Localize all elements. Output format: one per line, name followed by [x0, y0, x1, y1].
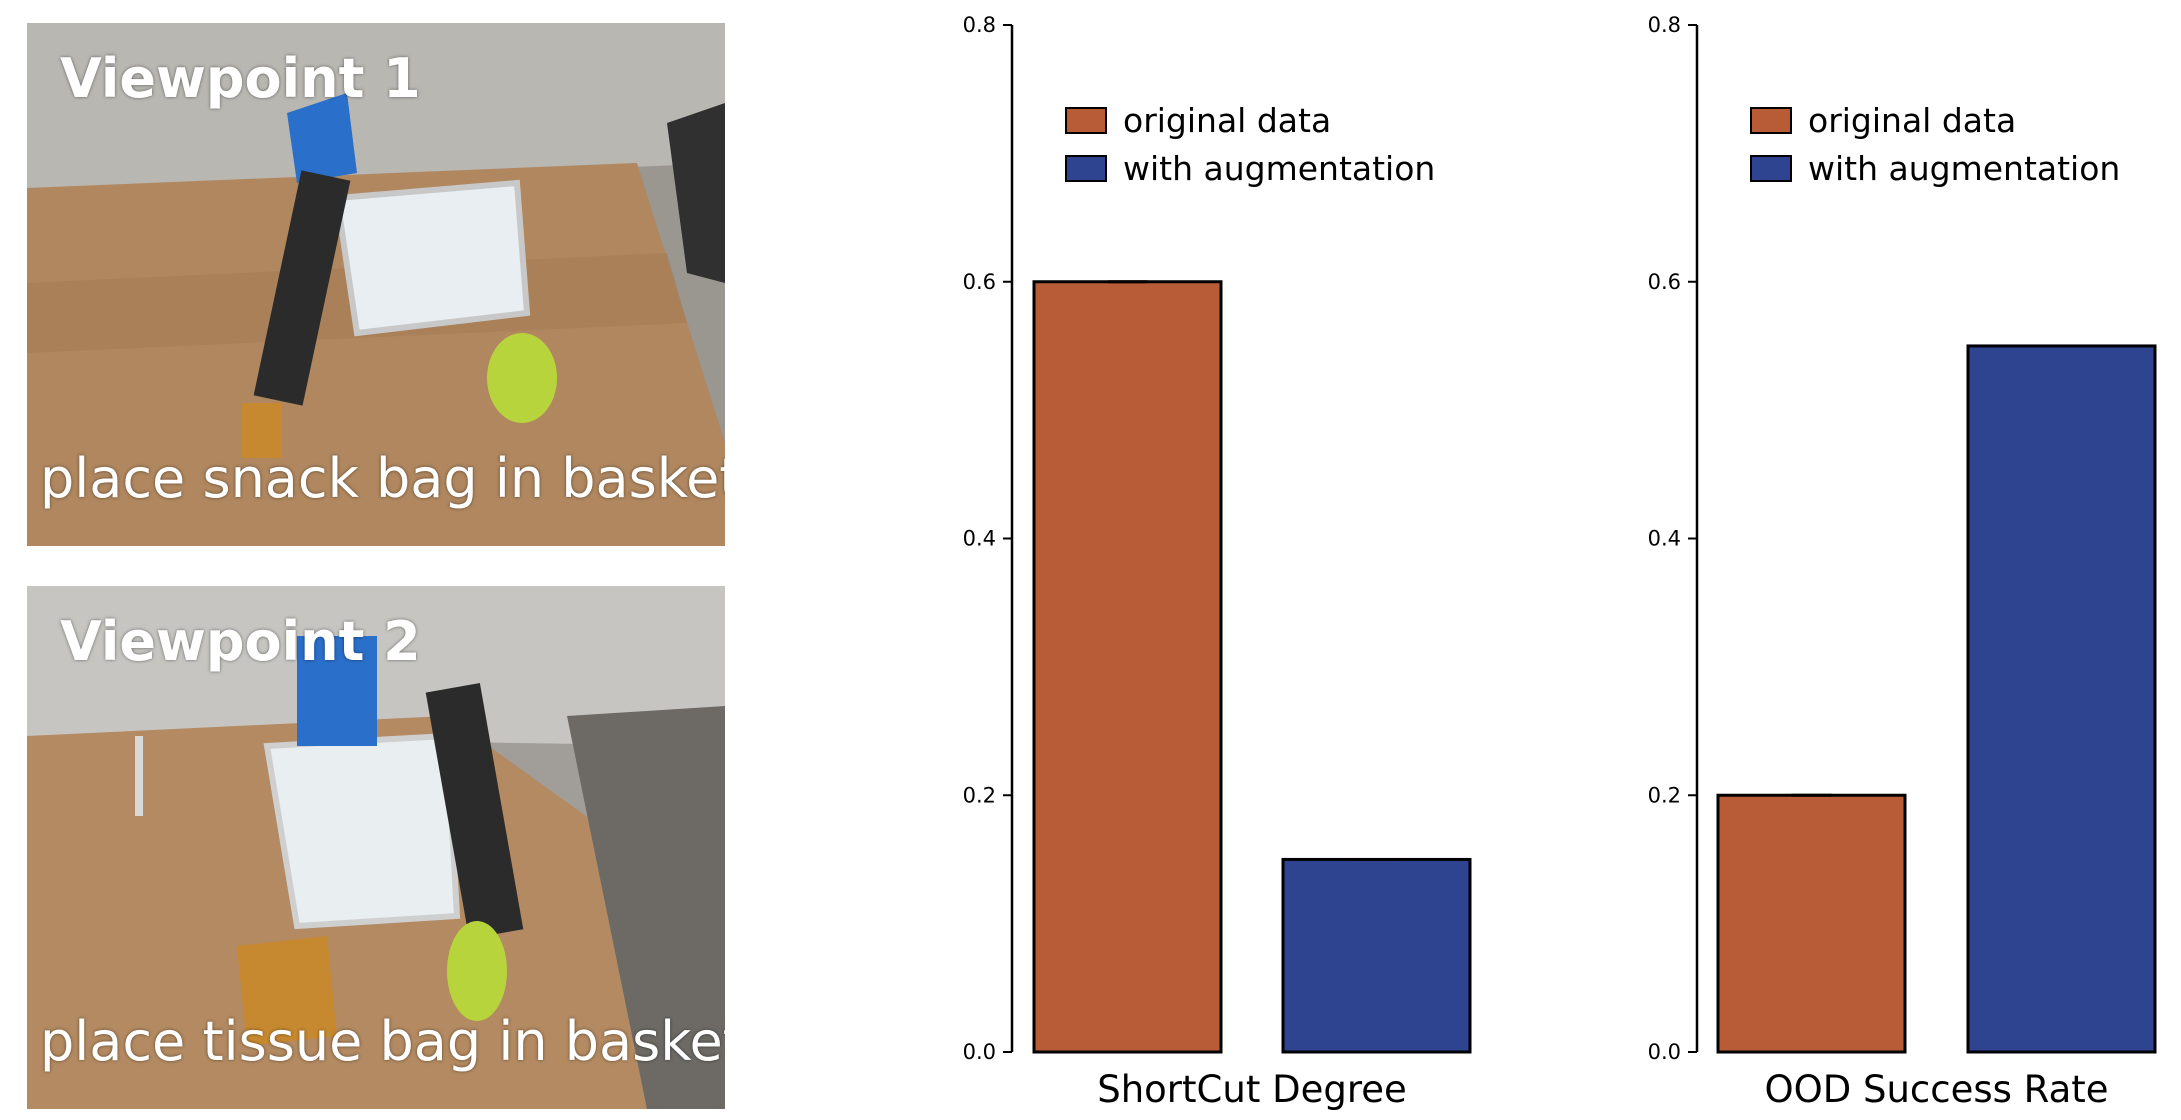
chart-1-y-tick-label: 0.8 — [963, 13, 996, 37]
chart-2-bar-2 — [1966, 344, 2157, 1054]
chart-1-y-tick-label: 0.6 — [963, 270, 996, 294]
chart-1-y-tick-label: 0.0 — [963, 1040, 996, 1064]
chart-1-bar-2 — [1281, 857, 1472, 1054]
chart-1-y-tick-label: 0.4 — [963, 527, 996, 551]
chart-2-legend-label-1: original data — [1808, 101, 2016, 140]
chart-2-legend-label-2: with augmentation — [1808, 149, 2120, 188]
viewpoint-1-photo: Viewpoint 1 place snack bag in basket — [27, 23, 725, 546]
chart-1-legend-swatch-2 — [1065, 155, 1107, 182]
chart-2-x-axis-label: OOD Success Rate — [1764, 1068, 2108, 1111]
chart-2-y-tick-label: 0.4 — [1648, 527, 1681, 551]
chart-2-y-tick-label: 0.0 — [1648, 1040, 1681, 1064]
chart-2-legend-swatch-1 — [1750, 107, 1792, 134]
chart-2-legend-swatch-2 — [1750, 155, 1792, 182]
chart-1-x-axis-label: ShortCut Degree — [1097, 1068, 1407, 1111]
chart-1-y-tick-label: 0.2 — [963, 783, 996, 807]
viewpoint-1-caption: place snack bag in basket — [40, 447, 725, 510]
chart-2-y-tick-label: 0.6 — [1648, 270, 1681, 294]
chart-2-y-tick-label: 0.8 — [1648, 13, 1681, 37]
chart-1-legend-swatch-1 — [1065, 107, 1107, 134]
viewpoint-1-title: Viewpoint 1 — [60, 47, 421, 110]
chart-1-bar-1 — [1032, 280, 1223, 1054]
viewpoint-2-title: Viewpoint 2 — [60, 610, 421, 673]
chart-2-y-tick-label: 0.2 — [1648, 783, 1681, 807]
robot-scene-illustration-1 — [27, 23, 725, 546]
chart-1-legend-label-2: with augmentation — [1123, 149, 1435, 188]
chart-1-legend-label-1: original data — [1123, 101, 1331, 140]
viewpoint-2-caption: place tissue bag in basket — [40, 1010, 725, 1073]
chart-2-bar-1 — [1716, 793, 1907, 1054]
viewpoint-2-photo: Viewpoint 2 place tissue bag in basket — [27, 586, 725, 1109]
robot-scene-illustration-2 — [27, 586, 725, 1109]
